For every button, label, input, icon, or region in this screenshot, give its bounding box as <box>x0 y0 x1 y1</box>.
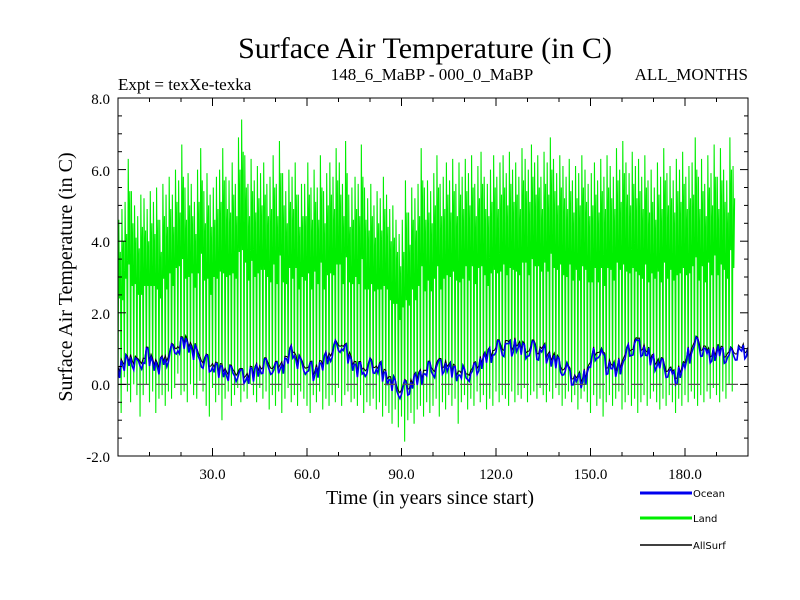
y-axis-label: Surface Air Temperature (in C) <box>55 152 77 401</box>
x-tick-labels: 30.0 60.0 90.0 120.0 150.0 180.0 <box>199 467 702 483</box>
y-tick-label: -2.0 <box>86 450 110 466</box>
series-group <box>118 119 748 442</box>
legend-label-allsurf: AllSurf <box>693 541 726 552</box>
x-axis-label: Time (in years since start) <box>326 487 534 509</box>
subtitle-period: 148_6_MaBP - 000_0_MaBP <box>331 65 533 84</box>
subtitle-months: ALL_MONTHS <box>635 65 748 84</box>
series-ocean-line <box>118 335 748 401</box>
x-tick-label: 150.0 <box>574 467 608 483</box>
y-tick-label: 6.0 <box>91 164 110 180</box>
y-tick-labels: -2.0 0.0 2.0 4.0 6.0 8.0 <box>86 92 110 466</box>
plot-area <box>118 119 748 442</box>
y-tick-label: 8.0 <box>91 92 110 108</box>
x-tick-label: 30.0 <box>199 467 225 483</box>
axes <box>117 97 749 457</box>
subtitle-experiment: Expt = texXe-texka <box>118 75 252 94</box>
legend-item-allsurf: AllSurf <box>640 541 726 552</box>
legend-item-ocean: Ocean <box>640 489 725 500</box>
y-tick-label: 0.0 <box>91 378 110 394</box>
y-tick-label: 4.0 <box>91 235 110 251</box>
x-tick-label: 60.0 <box>294 467 320 483</box>
legend-label-land: Land <box>693 514 717 525</box>
x-tick-label: 90.0 <box>388 467 414 483</box>
chart-title: Surface Air Temperature (in C) <box>238 32 612 65</box>
legend-label-ocean: Ocean <box>693 489 725 500</box>
legend-item-land: Land <box>640 514 717 525</box>
legend: Ocean Land AllSurf <box>640 489 726 552</box>
y-tick-label: 2.0 <box>91 307 110 323</box>
x-tick-label: 180.0 <box>668 467 702 483</box>
series-land-line <box>118 119 736 442</box>
x-tick-label: 120.0 <box>479 467 513 483</box>
